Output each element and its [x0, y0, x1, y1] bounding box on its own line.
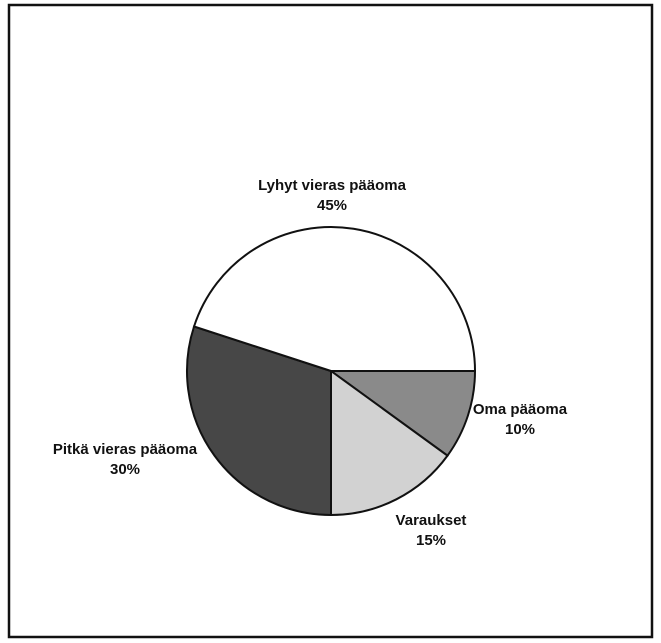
slice-label: Oma pääoma	[473, 401, 568, 418]
pie-slice	[186, 325, 332, 517]
pie-slice	[192, 226, 477, 372]
slice-value-label: 10%	[505, 421, 535, 438]
slice-value-label: 45%	[317, 197, 347, 214]
slice-label: Lyhyt vieras pääoma	[258, 177, 407, 194]
slice-label: Varaukset	[396, 512, 467, 529]
pie-slice	[327, 370, 477, 458]
pie-slice	[330, 369, 449, 517]
slice-label: Pitkä vieras pääoma	[53, 441, 198, 458]
slice-value-label: 30%	[110, 461, 140, 478]
slice-value-label: 15%	[416, 532, 446, 549]
